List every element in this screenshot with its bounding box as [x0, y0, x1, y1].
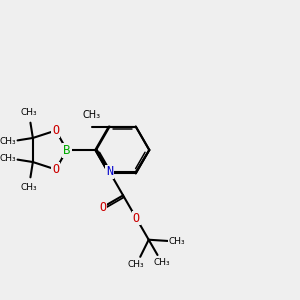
Text: B: B: [63, 143, 70, 157]
Text: O: O: [52, 163, 59, 176]
Text: N: N: [106, 166, 113, 178]
Text: CH₃: CH₃: [83, 110, 101, 120]
Text: CH₃: CH₃: [154, 258, 170, 267]
Text: CH₃: CH₃: [21, 183, 37, 192]
Text: CH₃: CH₃: [0, 137, 16, 146]
Text: O: O: [99, 201, 106, 214]
Text: O: O: [52, 124, 59, 137]
Text: CH₃: CH₃: [128, 260, 145, 269]
Text: O: O: [133, 212, 140, 225]
Text: CH₃: CH₃: [21, 108, 37, 117]
Text: CH₃: CH₃: [169, 237, 185, 246]
Text: CH₃: CH₃: [0, 154, 16, 163]
